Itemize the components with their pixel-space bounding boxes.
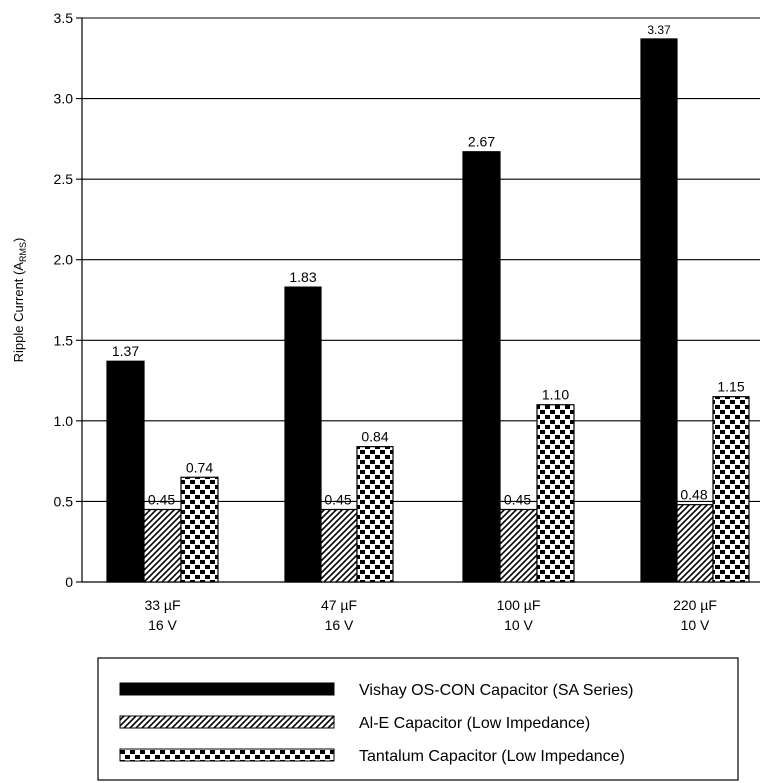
data-label: 0.45	[504, 491, 531, 507]
bar-vishay-oscon	[462, 151, 501, 583]
bars	[106, 38, 750, 583]
bar-al-e	[320, 508, 358, 583]
y-tick-label: 3.0	[54, 91, 74, 107]
data-label: 1.83	[289, 269, 316, 285]
legend-label: Al-E Capacitor (Low Impedance)	[359, 715, 590, 732]
y-tick-label: 1.0	[54, 413, 74, 429]
data-label: 0.84	[361, 429, 388, 445]
y-tick-labels: 0 0.5 1.0 1.5 2.0 2.5 3.0 3.5	[54, 10, 74, 590]
category-label-capacitance: 47 µF	[321, 597, 357, 613]
legend-swatch-al-e	[119, 715, 335, 729]
data-label: 0.74	[186, 459, 213, 475]
y-axis-title: Ripple Current (ARMS)	[11, 238, 28, 363]
data-label: 2.67	[468, 134, 495, 150]
data-label: 0.45	[148, 491, 175, 507]
category-label-capacitance: 33 µF	[144, 597, 180, 613]
bar-vishay-oscon	[106, 360, 145, 583]
category-label-capacitance: 100 µF	[497, 597, 541, 613]
category-label-voltage: 16 V	[325, 617, 354, 633]
data-label: 1.15	[717, 379, 744, 395]
legend-swatch-vishay-oscon	[119, 682, 335, 696]
category-label-voltage: 10 V	[681, 617, 710, 633]
legend: Vishay OS-CON Capacitor (SA Series) Al-E …	[97, 657, 739, 781]
bar-vishay-oscon	[640, 38, 678, 583]
bar-tantalum	[356, 446, 394, 583]
y-tick-label: 3.5	[54, 10, 74, 26]
y-tick-label: 2.5	[54, 171, 74, 187]
bar-tantalum	[536, 404, 575, 583]
legend-swatch-tantalum	[119, 748, 335, 762]
y-tick-label: 1.5	[54, 332, 74, 348]
data-label: 0.48	[680, 487, 707, 503]
bar-al-e	[499, 508, 538, 583]
data-labels: 1.37 0.45 0.74 1.83 0.45 0.84 2.67 0.45 1.10 3.37…	[112, 23, 745, 508]
bar-tantalum	[712, 396, 750, 583]
bar-vishay-oscon	[284, 286, 322, 583]
category-label-voltage: 10 V	[504, 617, 533, 633]
data-label: 1.10	[542, 387, 569, 403]
category-label-capacitance: 220 µF	[673, 597, 717, 613]
data-label: 1.37	[112, 343, 139, 359]
y-tick-label: 0	[65, 574, 73, 590]
data-label: 0.45	[324, 491, 351, 507]
bar-al-e	[676, 504, 714, 583]
y-tick-label: 0.5	[54, 493, 74, 509]
category-labels: 33 µF 16 V 47 µF 16 V 100 µF 10 V 220 µF 10 V	[144, 597, 716, 633]
category-label-voltage: 16 V	[148, 617, 177, 633]
bar-al-e	[143, 508, 182, 583]
bar-tantalum	[180, 476, 219, 583]
y-tick-label: 2.0	[54, 252, 74, 268]
legend-label: Vishay OS-CON Capacitor (SA Series)	[359, 682, 633, 699]
legend-label: Tantalum Capacitor (Low Impedance)	[359, 748, 625, 765]
data-label: 3.37	[647, 23, 671, 37]
